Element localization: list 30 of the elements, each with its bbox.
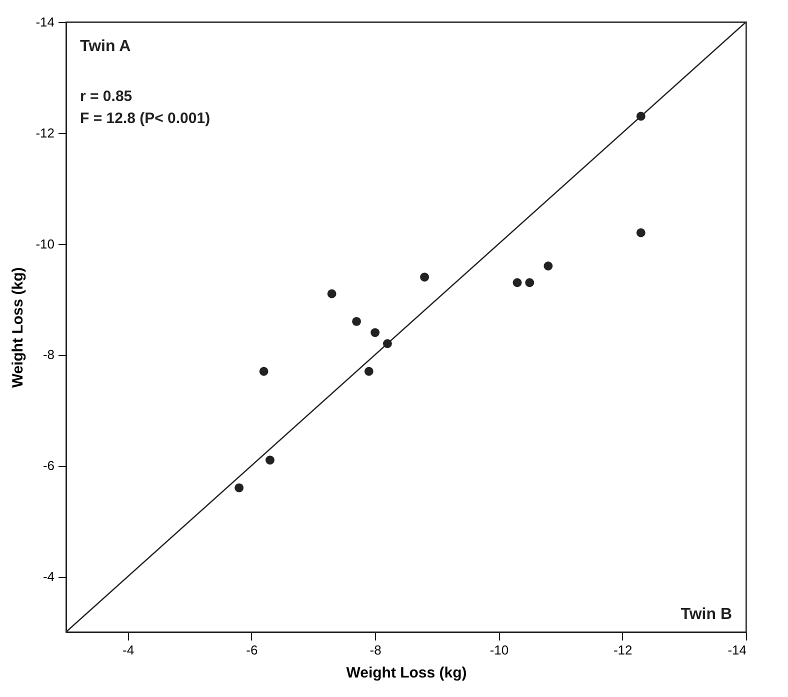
annotation: r = 0.85 bbox=[80, 88, 132, 105]
point bbox=[364, 366, 374, 376]
y-tick-label: -10 bbox=[36, 236, 54, 252]
y-axis-title: Weight Loss (kg) bbox=[10, 267, 27, 388]
point bbox=[234, 483, 244, 492]
x-axis-title: Weight Loss (kg) bbox=[346, 664, 467, 682]
y-tick-label: -4 bbox=[42, 569, 54, 584]
x-tick-label: -14 bbox=[728, 642, 746, 658]
point bbox=[512, 278, 522, 288]
point bbox=[327, 289, 336, 298]
point bbox=[525, 278, 534, 288]
point bbox=[370, 328, 380, 338]
y-tick-label: -8 bbox=[42, 347, 54, 362]
point bbox=[636, 228, 646, 238]
x-tick-label: -4 bbox=[122, 642, 134, 658]
point bbox=[266, 456, 274, 465]
point bbox=[259, 366, 268, 376]
point bbox=[352, 316, 362, 326]
x-tick-label: -12 bbox=[613, 642, 632, 658]
y-tick-label: -12 bbox=[36, 125, 54, 140]
annotation: Twin A bbox=[80, 38, 132, 55]
point bbox=[544, 262, 553, 270]
point bbox=[420, 272, 430, 282]
y-tick-label: -6 bbox=[42, 458, 54, 474]
x-tick-label: -8 bbox=[370, 642, 382, 658]
annotation: F = 12.8 (P< 0.001) bbox=[80, 110, 210, 127]
x-tick-label: -10 bbox=[490, 642, 509, 658]
y-tick-label: -14 bbox=[36, 14, 54, 30]
annotation: Twin B bbox=[680, 606, 732, 623]
x-tick-label: -6 bbox=[246, 642, 258, 658]
